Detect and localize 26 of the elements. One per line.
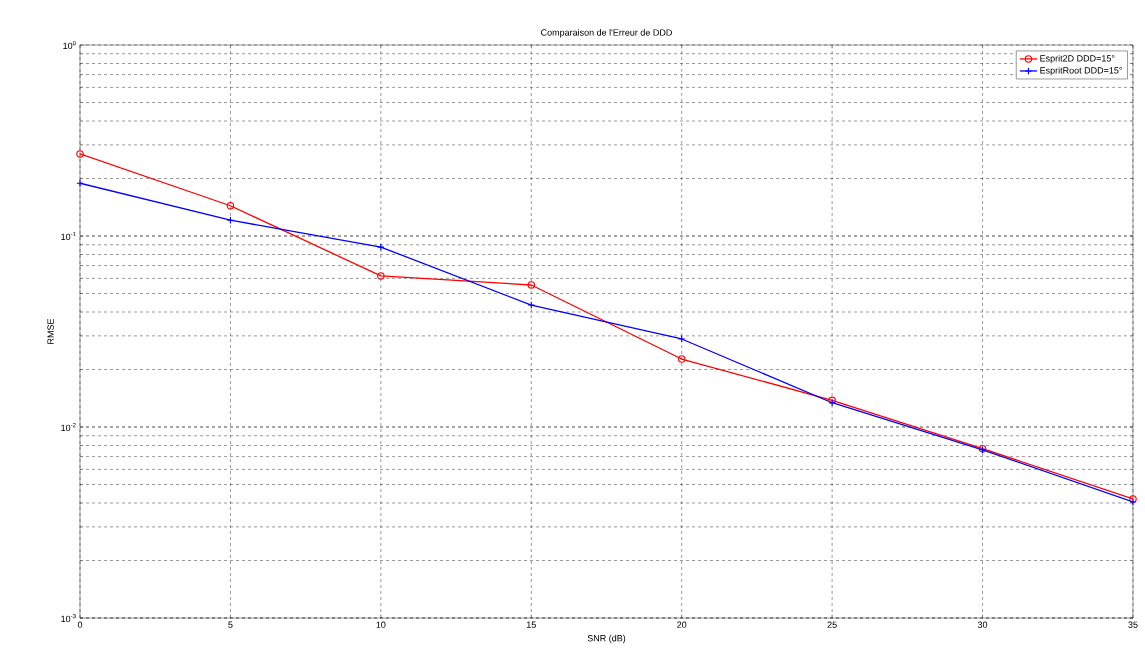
y-tick-label: 10$^{-3}$ — [61, 613, 76, 623]
x-tick-label: 0 — [77, 621, 83, 628]
x-tick-label: 10 — [376, 621, 386, 628]
point — [677, 335, 686, 343]
point — [677, 355, 686, 363]
legend-label: EspritRoot DDD=15° — [1040, 66, 1122, 76]
x-axis-title: SNR (dB) — [587, 634, 626, 644]
x-tick-label: 30 — [977, 621, 988, 628]
x-tick-label: 25 — [827, 621, 837, 628]
point — [377, 243, 385, 251]
point — [377, 272, 385, 280]
legend-label: Esprit2D DDD=15° — [1040, 54, 1115, 64]
y-tick-label: 10$^{0}$ — [63, 40, 76, 50]
x-tick-label: 15 — [526, 621, 536, 628]
y-tick-label: 10$^{-2}$ — [61, 422, 76, 432]
point — [226, 202, 235, 210]
x-tick-label: 20 — [677, 621, 687, 628]
x-tick-label: 5 — [228, 621, 233, 628]
point — [527, 281, 536, 289]
chart-title: Comparaison de l'Erreur de DDD — [541, 29, 672, 38]
x-tick-label: 35 — [1128, 621, 1138, 628]
y-axis-title: RMSE — [47, 318, 54, 344]
point — [76, 150, 84, 158]
y-tick-label: 10$^{-1}$ — [61, 231, 76, 241]
point — [76, 179, 84, 187]
point — [527, 301, 536, 309]
